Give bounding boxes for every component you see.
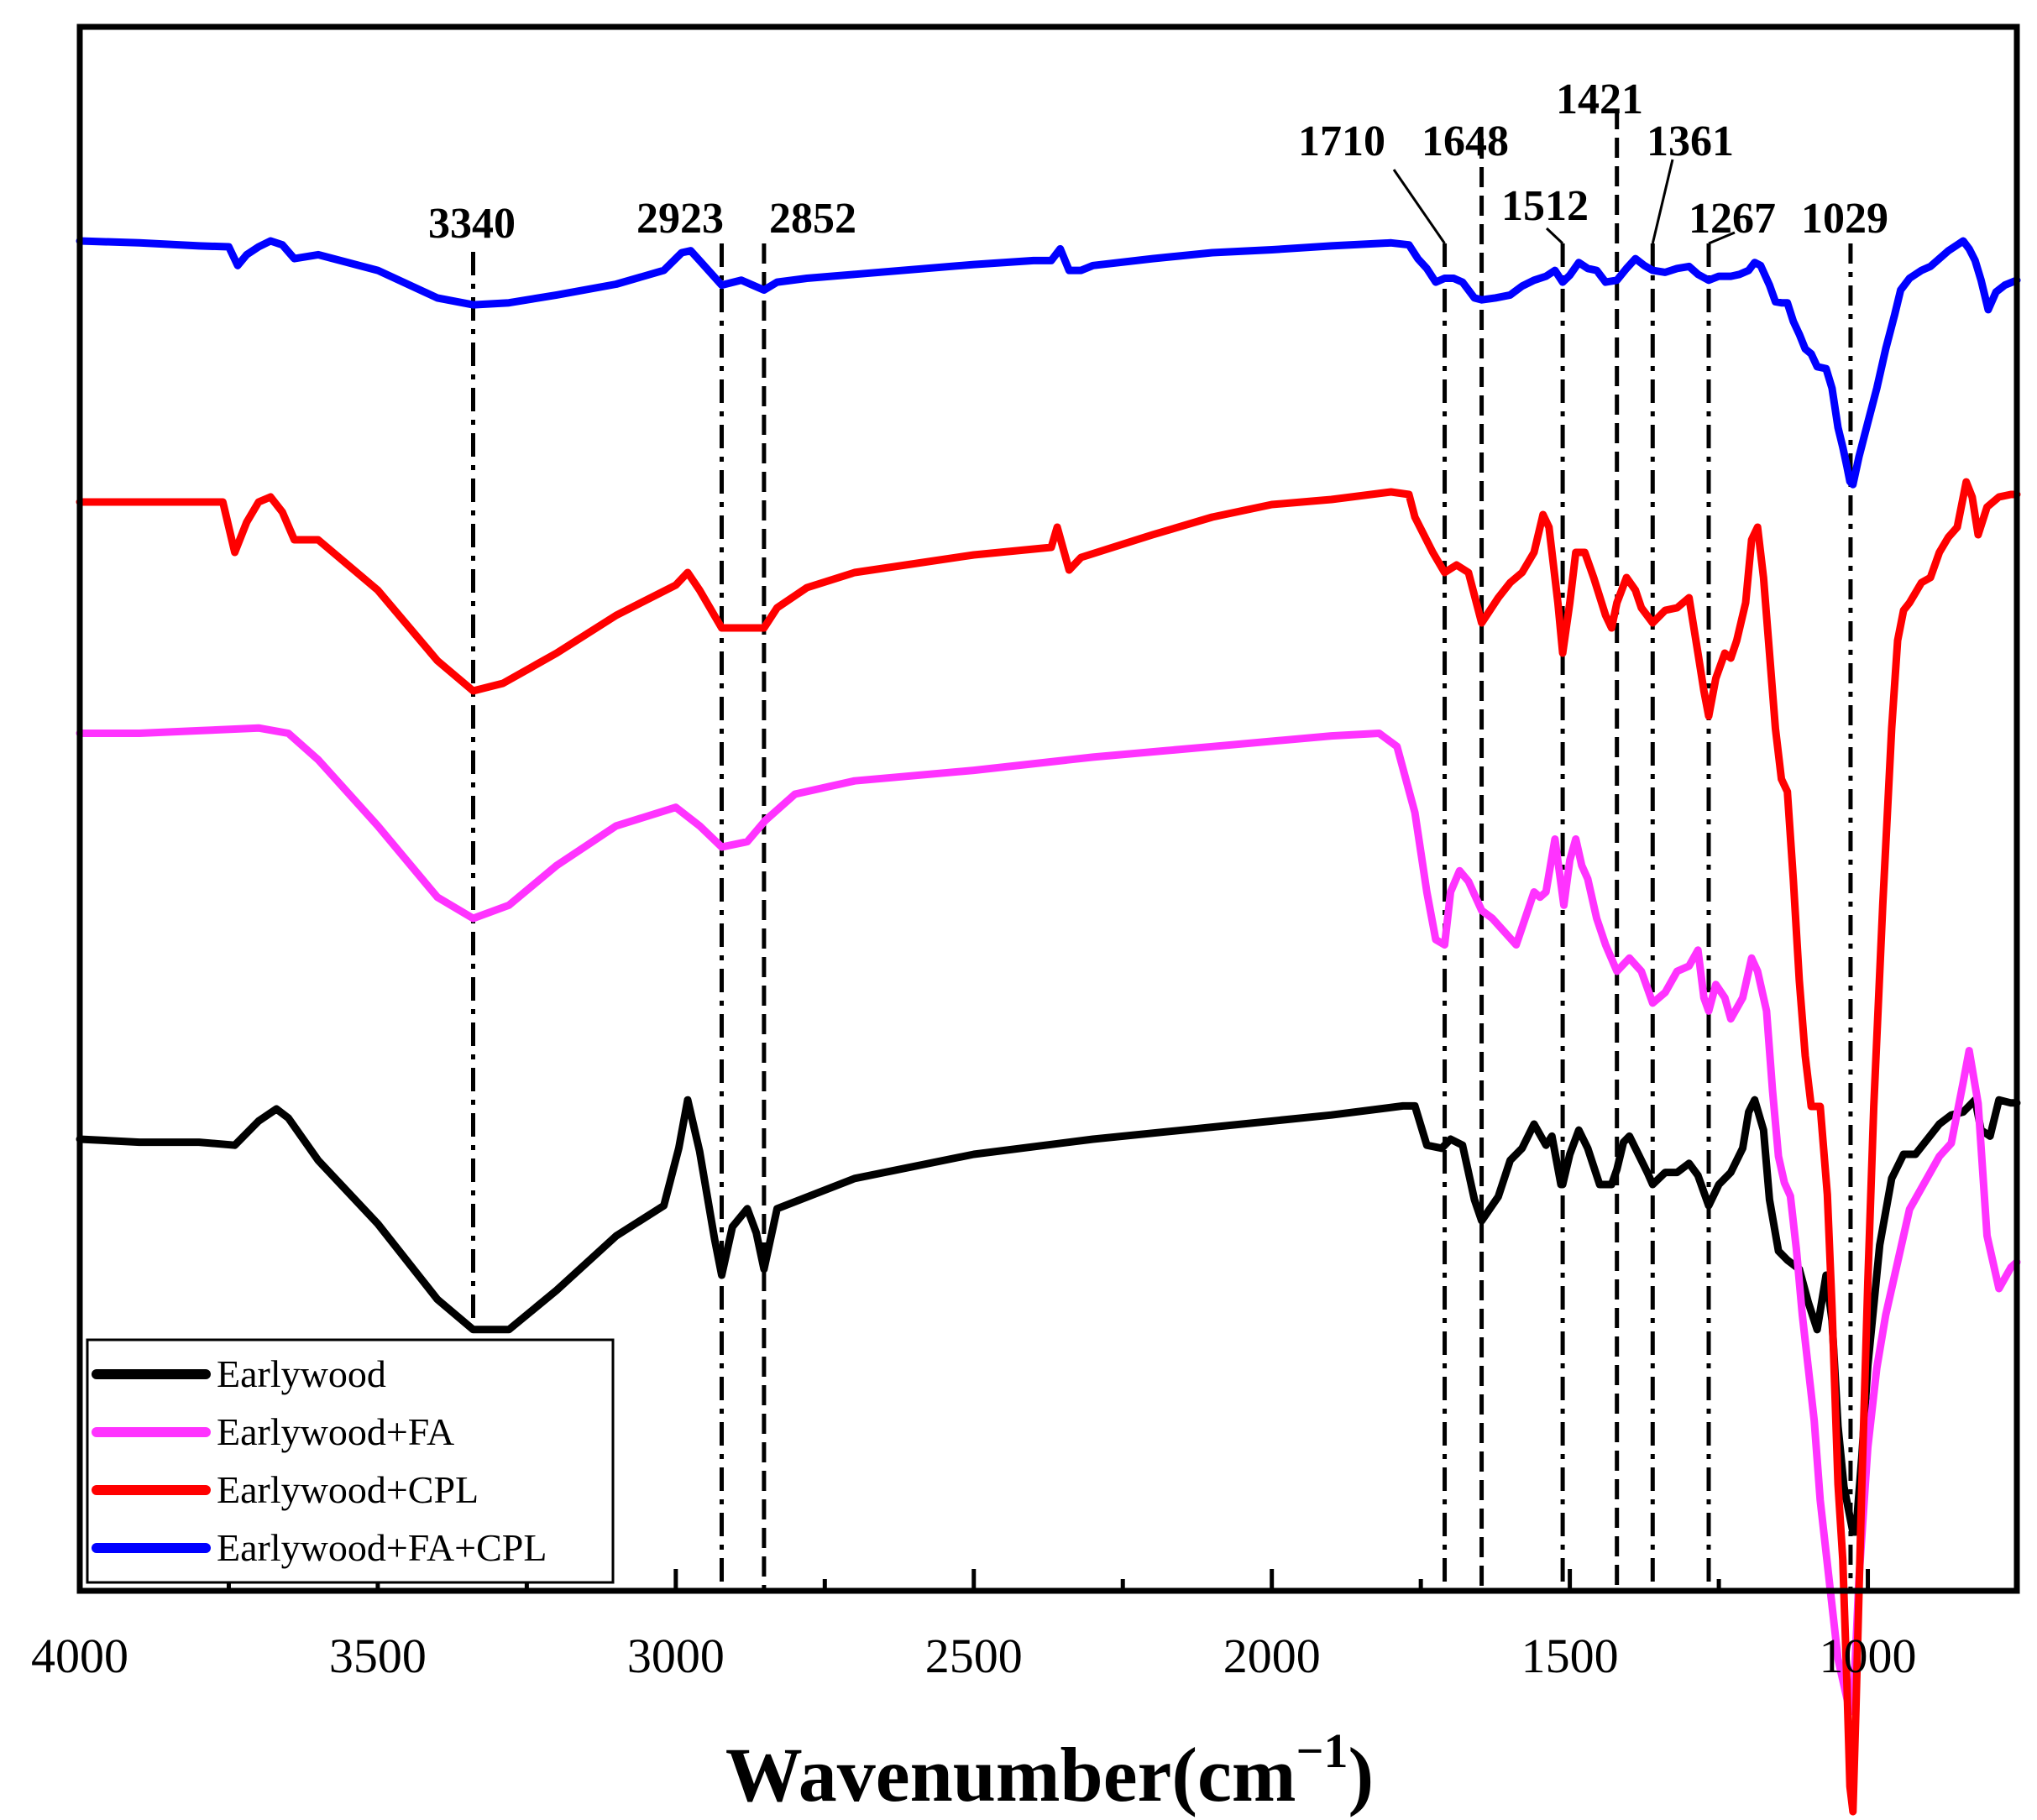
peak-label-2852: 2852 — [769, 195, 856, 243]
series-line-earlywood-fa-cpl — [76, 237, 2021, 489]
legend-label-earlywood: Earlywood — [217, 1352, 386, 1395]
x-axis-title-sup: −1 — [1296, 1723, 1348, 1778]
x-axis-title-main: Wavenumber(cm — [725, 1732, 1296, 1817]
series-line-earlywood-cpl — [76, 478, 2021, 1816]
x-tick-label-3000: 3000 — [627, 1629, 725, 1683]
x-tick-label-1500: 1500 — [1521, 1629, 1619, 1683]
legend-box — [86, 1338, 615, 1584]
series-line-earlywood — [76, 1096, 2021, 1536]
peak-label-1267: 1267 — [1689, 195, 1776, 243]
x-axis: 4000 3500 3000 2500 2000 1500 1000 — [31, 1569, 2019, 1683]
plot-frame — [76, 24, 2020, 1594]
x-tick-label-2000: 2000 — [1223, 1629, 1321, 1683]
peak-label-1029: 1029 — [1801, 195, 1888, 243]
legend-label-earlywood-fa-cpl: Earlywood+FA+CPL — [217, 1526, 547, 1569]
x-axis-title: Wavenumber(cm−1) — [725, 1723, 1374, 1817]
peak-label-2923: 2923 — [636, 195, 724, 243]
peak-leader-1710 — [1392, 169, 1446, 244]
peak-leader-1512 — [1545, 227, 1564, 245]
peak-label-3340: 3340 — [428, 200, 516, 248]
x-tick-label-2500: 2500 — [925, 1629, 1023, 1683]
peak-leader-1361 — [1651, 159, 1674, 244]
peak-guides — [470, 109, 1853, 1591]
peak-label-1648: 1648 — [1422, 118, 1509, 165]
peak-leader-1267 — [1708, 231, 1736, 245]
legend: Earlywood Earlywood+FA Earlywood+CPL Ear… — [86, 1338, 615, 1584]
series-lines — [76, 237, 2021, 1816]
x-tick-label-4000: 4000 — [31, 1629, 128, 1683]
peak-label-1421: 1421 — [1556, 76, 1643, 123]
x-tick-label-3500: 3500 — [329, 1629, 427, 1683]
peak-label-1710: 1710 — [1298, 118, 1385, 165]
legend-label-earlywood-cpl: Earlywood+CPL — [217, 1468, 479, 1511]
x-axis-title-close: ) — [1348, 1732, 1375, 1817]
legend-label-earlywood-fa: Earlywood+FA — [217, 1410, 454, 1453]
peak-label-1512: 1512 — [1501, 182, 1589, 230]
x-tick-label-1000: 1000 — [1820, 1629, 1917, 1683]
peak-label-1361: 1361 — [1647, 118, 1734, 165]
